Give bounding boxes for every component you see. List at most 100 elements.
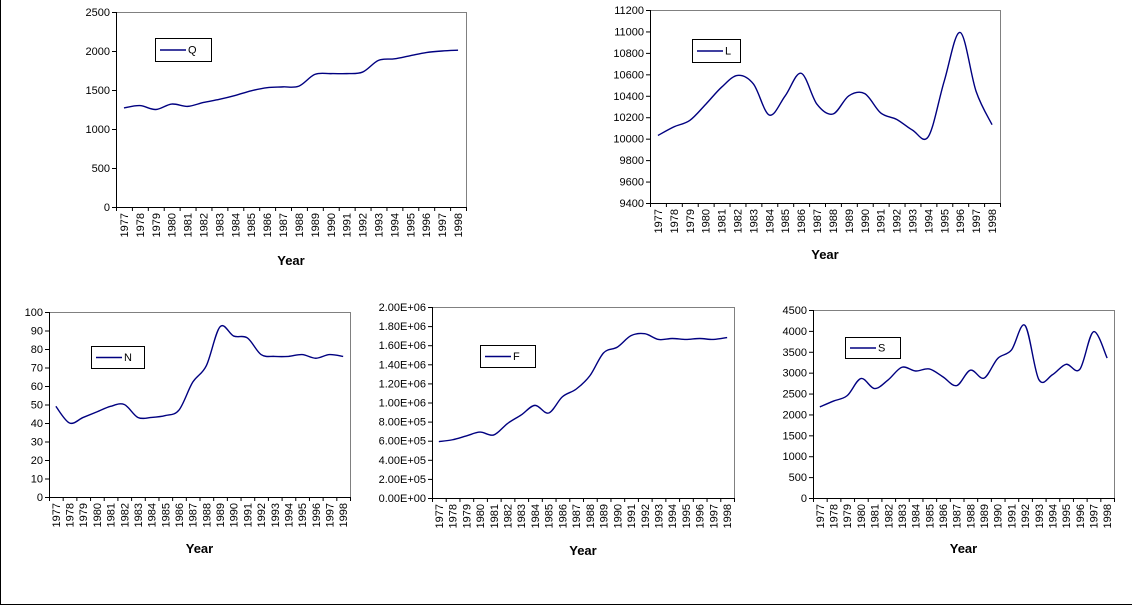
y-tick-label: 1500 bbox=[86, 85, 110, 97]
x-tick-label: 1997 bbox=[437, 213, 449, 237]
x-tick-label: 1996 bbox=[955, 209, 967, 233]
y-tick-label: 2.00E+05 bbox=[379, 474, 426, 486]
x-tick-label: 1979 bbox=[151, 213, 163, 237]
x-tick-label: 1988 bbox=[828, 209, 840, 233]
x-tick-label: 1983 bbox=[897, 504, 909, 528]
x-tick-label: 1979 bbox=[78, 503, 90, 527]
y-tick-label: 500 bbox=[789, 472, 807, 484]
y-tick-label: 11000 bbox=[614, 26, 644, 38]
x-tick-label: 1978 bbox=[669, 209, 681, 233]
x-tick-label: 1982 bbox=[199, 213, 211, 237]
x-tick-label: 1989 bbox=[844, 209, 856, 233]
y-tick-label: 11200 bbox=[614, 5, 644, 17]
x-tick-label: 1994 bbox=[667, 504, 679, 528]
legend-label: N bbox=[124, 352, 132, 364]
y-tick-label: 2.00E+06 bbox=[379, 302, 426, 314]
x-tick-label: 1991 bbox=[876, 209, 888, 233]
x-tick-label: 1978 bbox=[65, 503, 77, 527]
y-tick-label: 2500 bbox=[783, 389, 807, 401]
y-tick-label: 20 bbox=[31, 455, 43, 467]
x-tick-label: 1993 bbox=[654, 504, 666, 528]
x-tick-label: 1997 bbox=[1089, 504, 1101, 528]
x-tick-label: 1991 bbox=[1006, 504, 1018, 528]
x-tick-label: 1989 bbox=[979, 504, 991, 528]
x-tick-label: 1987 bbox=[952, 504, 964, 528]
x-axis-title: Year bbox=[569, 543, 596, 558]
y-tick-label: 80 bbox=[31, 344, 43, 356]
x-tick-label: 1996 bbox=[311, 503, 323, 527]
x-tick-label: 1985 bbox=[780, 209, 792, 233]
y-tick-label: 500 bbox=[92, 163, 110, 175]
chart-2: 9400 9600 9800 10000 10200 10400 10600 10800 110… bbox=[613, 5, 1001, 262]
y-tick-label: 2500 bbox=[86, 7, 110, 19]
y-tick-label: 10200 bbox=[613, 112, 644, 124]
x-tick-label: 1982 bbox=[733, 209, 745, 233]
series-line-F bbox=[438, 332, 728, 443]
series-line-L bbox=[657, 31, 993, 141]
x-tick-label: 1990 bbox=[229, 503, 241, 527]
x-axis-title: Year bbox=[277, 253, 304, 268]
y-tick-label: 60 bbox=[31, 381, 43, 393]
x-tick-label: 1986 bbox=[262, 213, 274, 237]
y-tick-label: 100 bbox=[25, 307, 43, 319]
x-tick-label: 1977 bbox=[653, 209, 665, 233]
y-tick-label: 0 bbox=[801, 493, 807, 505]
x-tick-label: 1996 bbox=[695, 504, 707, 528]
y-tick-label: 1000 bbox=[86, 124, 110, 136]
x-tick-label: 1984 bbox=[530, 504, 542, 528]
y-tick-label: 1.20E+06 bbox=[379, 378, 426, 390]
y-tick-label: 1500 bbox=[783, 430, 807, 442]
x-tick-label: 1998 bbox=[338, 503, 350, 527]
plot-area bbox=[49, 312, 351, 498]
y-tick-label: 70 bbox=[31, 363, 43, 375]
y-tick-label: 0 bbox=[37, 492, 43, 504]
x-tick-label: 1981 bbox=[489, 504, 501, 528]
x-tick-label: 1981 bbox=[717, 209, 729, 233]
x-tick-label: 1990 bbox=[612, 504, 624, 528]
x-tick-label: 1997 bbox=[325, 503, 337, 527]
x-tick-label: 1987 bbox=[188, 503, 200, 527]
x-tick-label: 1977 bbox=[51, 503, 63, 527]
x-tick-label: 1981 bbox=[870, 504, 882, 528]
x-tick-label: 1990 bbox=[993, 504, 1005, 528]
y-tick-label: 4.00E+05 bbox=[379, 455, 426, 467]
y-tick-label: 2000 bbox=[783, 409, 807, 421]
x-tick-label: 1984 bbox=[147, 503, 159, 527]
y-tick-label: 10 bbox=[31, 474, 43, 486]
x-tick-label: 1984 bbox=[230, 213, 242, 237]
x-tick-label: 1987 bbox=[812, 209, 824, 233]
x-axis-title: Year bbox=[186, 541, 213, 556]
x-tick-label: 1988 bbox=[965, 504, 977, 528]
x-tick-label: 1996 bbox=[1075, 504, 1087, 528]
x-tick-label: 1989 bbox=[215, 503, 227, 527]
x-tick-label: 1984 bbox=[911, 504, 923, 528]
x-tick-label: 1990 bbox=[860, 209, 872, 233]
series-line-N bbox=[55, 325, 344, 425]
chart-4: 0.00E+00 2.00E+05 4.00E+05 6.00E+05 8.00E+05… bbox=[379, 302, 735, 558]
x-tick-label: 1989 bbox=[599, 504, 611, 528]
x-tick-label: 1994 bbox=[283, 503, 295, 527]
x-tick-label: 1997 bbox=[971, 209, 983, 233]
x-tick-label: 1983 bbox=[516, 504, 528, 528]
x-tick-label: 1998 bbox=[722, 504, 734, 528]
x-tick-label: 1995 bbox=[939, 209, 951, 233]
x-tick-label: 1991 bbox=[342, 213, 354, 237]
x-tick-label: 1987 bbox=[278, 213, 290, 237]
x-tick-label: 1986 bbox=[557, 504, 569, 528]
x-tick-label: 1991 bbox=[242, 503, 254, 527]
y-tick-label: 1.40E+06 bbox=[379, 359, 426, 371]
y-tick-label: 2000 bbox=[86, 46, 110, 58]
x-tick-label: 1993 bbox=[270, 503, 282, 527]
x-tick-label: 1981 bbox=[106, 503, 118, 527]
x-axis-title: Year bbox=[811, 247, 838, 262]
x-tick-label: 1980 bbox=[92, 503, 104, 527]
x-tick-label: 1985 bbox=[924, 504, 936, 528]
y-tick-label: 8.00E+05 bbox=[379, 417, 426, 429]
y-tick-label: 50 bbox=[31, 400, 43, 412]
x-tick-label: 1998 bbox=[987, 209, 999, 233]
x-tick-label: 1996 bbox=[421, 213, 433, 237]
x-axis-title: Year bbox=[950, 541, 977, 556]
y-tick-label: 90 bbox=[31, 326, 43, 338]
